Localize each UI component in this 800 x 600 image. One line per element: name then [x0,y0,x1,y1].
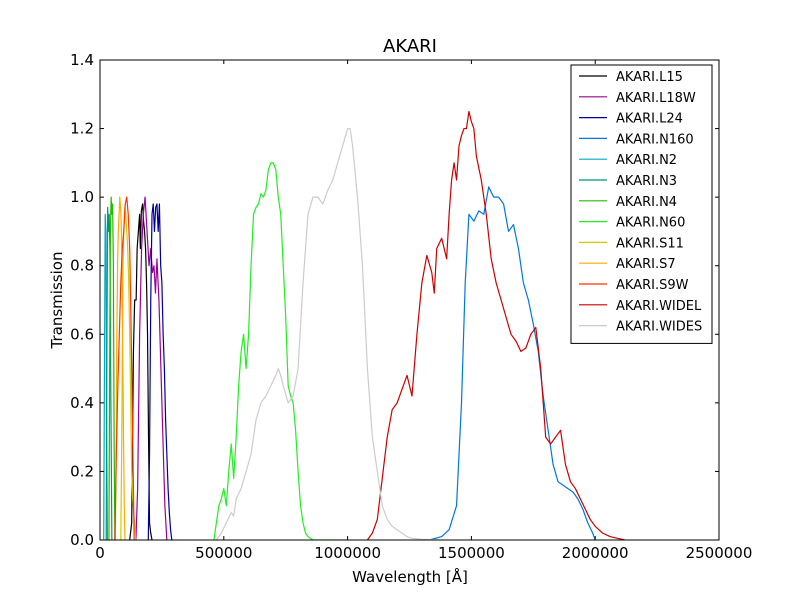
legend-label: AKARI.WIDEL [616,299,702,314]
legend-label: AKARI.N160 [616,132,694,147]
series-line-akari-l24 [147,203,173,540]
series-line-akari-n160 [429,186,596,540]
series-line-akari-n60 [213,162,348,540]
legend-label: AKARI.N2 [616,153,677,168]
legend-label: AKARI.N4 [616,195,677,210]
series-line-akari-n3 [105,206,113,540]
y-tick-label: 0.6 [70,325,94,343]
x-tick-label: 0 [95,544,105,562]
y-tick-label: 0.8 [70,257,94,275]
x-tick-label: 2500000 [686,544,753,562]
series-line-akari-l15 [129,203,153,540]
legend-label: AKARI.L24 [616,112,683,127]
x-axis-label: Wavelength [Å] [352,567,468,586]
chart-title: AKARI [383,36,437,57]
series-line-akari-s9w [114,196,135,540]
y-tick-label: 1.4 [70,51,94,69]
legend-label: AKARI.S11 [616,236,684,251]
legend-label: AKARI.WIDES [616,320,702,335]
legend-label: AKARI.S7 [616,257,676,272]
legend-label: AKARI.S9W [616,278,689,293]
y-tick-label: 0.2 [70,462,94,480]
series-line-akari-wides [215,127,442,540]
legend-label: AKARI.N3 [616,174,677,189]
legend-label: AKARI.L18W [616,91,696,106]
legend-label: AKARI.L15 [616,70,683,85]
series-line-akari-n4 [108,196,116,540]
x-tick-label: 2000000 [562,544,629,562]
legend: AKARI.L15 AKARI.L18W AKARI.L24 AKARI.N160 AK… [570,64,713,344]
plot-frame [99,59,720,541]
series-lines [103,110,626,540]
y-axis-label: Transmission [48,252,66,350]
x-tick-label: 1000000 [314,544,381,562]
y-tick-label: 0.0 [70,531,94,549]
series-line-akari-s7 [114,196,126,540]
plot-area: 0 500000 1000000 1500000 2000000 2500000 0.0 0.… [70,51,752,562]
legend-label: AKARI.N60 [616,216,685,231]
legend-box [570,64,713,344]
y-tick-label: 1.2 [70,120,94,138]
series-line-akari-widel [366,110,626,540]
y-tick-label: 1.0 [70,188,94,206]
x-tick-label: 1500000 [438,544,505,562]
x-tick-label: 500000 [195,544,252,562]
y-tick-label: 0.4 [70,394,94,412]
